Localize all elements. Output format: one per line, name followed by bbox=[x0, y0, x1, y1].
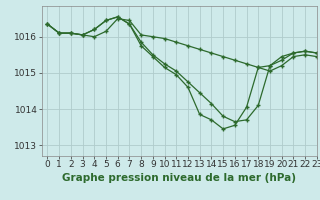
X-axis label: Graphe pression niveau de la mer (hPa): Graphe pression niveau de la mer (hPa) bbox=[62, 173, 296, 183]
